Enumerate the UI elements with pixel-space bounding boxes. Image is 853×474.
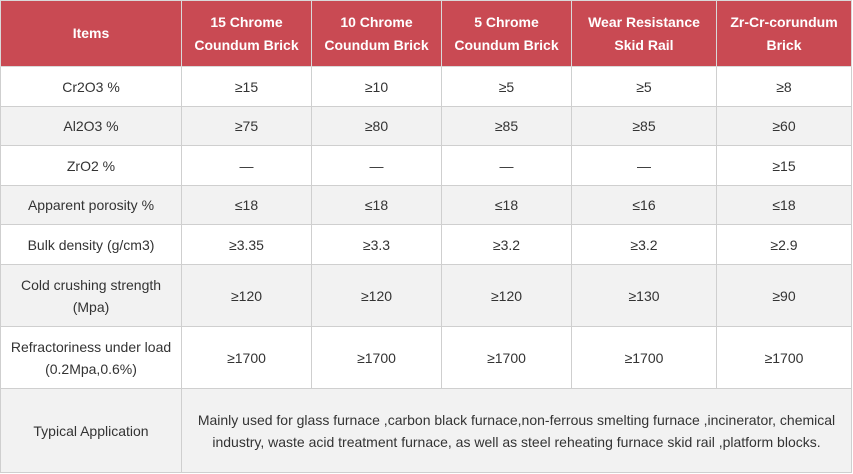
row-label: Refractoriness under load (0.2Mpa,0.6%) [0,326,182,389]
table-cell: ≤18 [441,185,572,225]
table-cell: ≥3.35 [181,224,312,265]
row-label: Typical Application [0,388,182,473]
row-refractoriness-under-load: Refractoriness under load (0.2Mpa,0.6%) … [0,326,852,389]
table-cell: ≥5 [571,66,717,107]
row-bulk-density: Bulk density (g/cm3) ≥3.35 ≥3.3 ≥3.2 ≥3.… [0,224,852,265]
row-cold-crushing-strength: Cold crushing strength (Mpa) ≥120 ≥120 ≥… [0,264,852,327]
table-cell: ≥8 [716,66,852,107]
header-row: Items 15 Chrome Coundum Brick 10 Chrome … [0,0,852,67]
row-typical-application: Typical Application Mainly used for glas… [0,388,852,473]
row-cr2o3: Cr2O3 % ≥15 ≥10 ≥5 ≥5 ≥8 [0,66,852,107]
table-cell: ≥90 [716,264,852,327]
table-cell: ≥120 [311,264,442,327]
table-cell: ≤18 [311,185,442,225]
header-items: Items [0,0,182,67]
table-cell: ≥1700 [441,326,572,389]
table-cell: ≥3.3 [311,224,442,265]
row-zro2: ZrO2 % — — — — ≥15 [0,145,852,186]
header-15-chrome-corundum-brick: 15 Chrome Coundum Brick [181,0,312,67]
table-cell: — [571,145,717,186]
row-apparent-porosity: Apparent porosity % ≤18 ≤18 ≤18 ≤16 ≤18 [0,185,852,225]
table-cell: ≥120 [441,264,572,327]
table-cell: ≥75 [181,106,312,146]
table-cell: ≥85 [441,106,572,146]
table-cell: — [311,145,442,186]
row-label: Al2O3 % [0,106,182,146]
table-cell: ≤18 [716,185,852,225]
table-cell: ≥15 [716,145,852,186]
table-cell: ≥2.9 [716,224,852,265]
application-text: Mainly used for glass furnace ,carbon bl… [181,388,852,473]
table-cell: ≥1700 [716,326,852,389]
table-cell: ≥5 [441,66,572,107]
header-10-chrome-corundum-brick: 10 Chrome Coundum Brick [311,0,442,67]
header-zr-cr-corundum-brick: Zr-Cr-corundum Brick [716,0,852,67]
table-cell: ≥80 [311,106,442,146]
table-cell: ≥10 [311,66,442,107]
table-cell: ≥1700 [571,326,717,389]
table-cell: ≥15 [181,66,312,107]
row-label: Cold crushing strength (Mpa) [0,264,182,327]
row-al2o3: Al2O3 % ≥75 ≥80 ≥85 ≥85 ≥60 [0,106,852,146]
table-cell: ≥60 [716,106,852,146]
table-cell: ≤16 [571,185,717,225]
table-cell: ≥1700 [181,326,312,389]
row-label: ZrO2 % [0,145,182,186]
table-cell: ≥1700 [311,326,442,389]
table-cell: ≥130 [571,264,717,327]
row-label: Bulk density (g/cm3) [0,224,182,265]
table-cell: ≥85 [571,106,717,146]
table-cell: ≤18 [181,185,312,225]
header-5-chrome-corundum-brick: 5 Chrome Coundum Brick [441,0,572,67]
header-wear-resistance-skid-rail: Wear Resistance Skid Rail [571,0,717,67]
table-cell: ≥120 [181,264,312,327]
table-cell: — [181,145,312,186]
row-label: Cr2O3 % [0,66,182,107]
table-cell: — [441,145,572,186]
table-cell: ≥3.2 [441,224,572,265]
row-label: Apparent porosity % [0,185,182,225]
table-cell: ≥3.2 [571,224,717,265]
